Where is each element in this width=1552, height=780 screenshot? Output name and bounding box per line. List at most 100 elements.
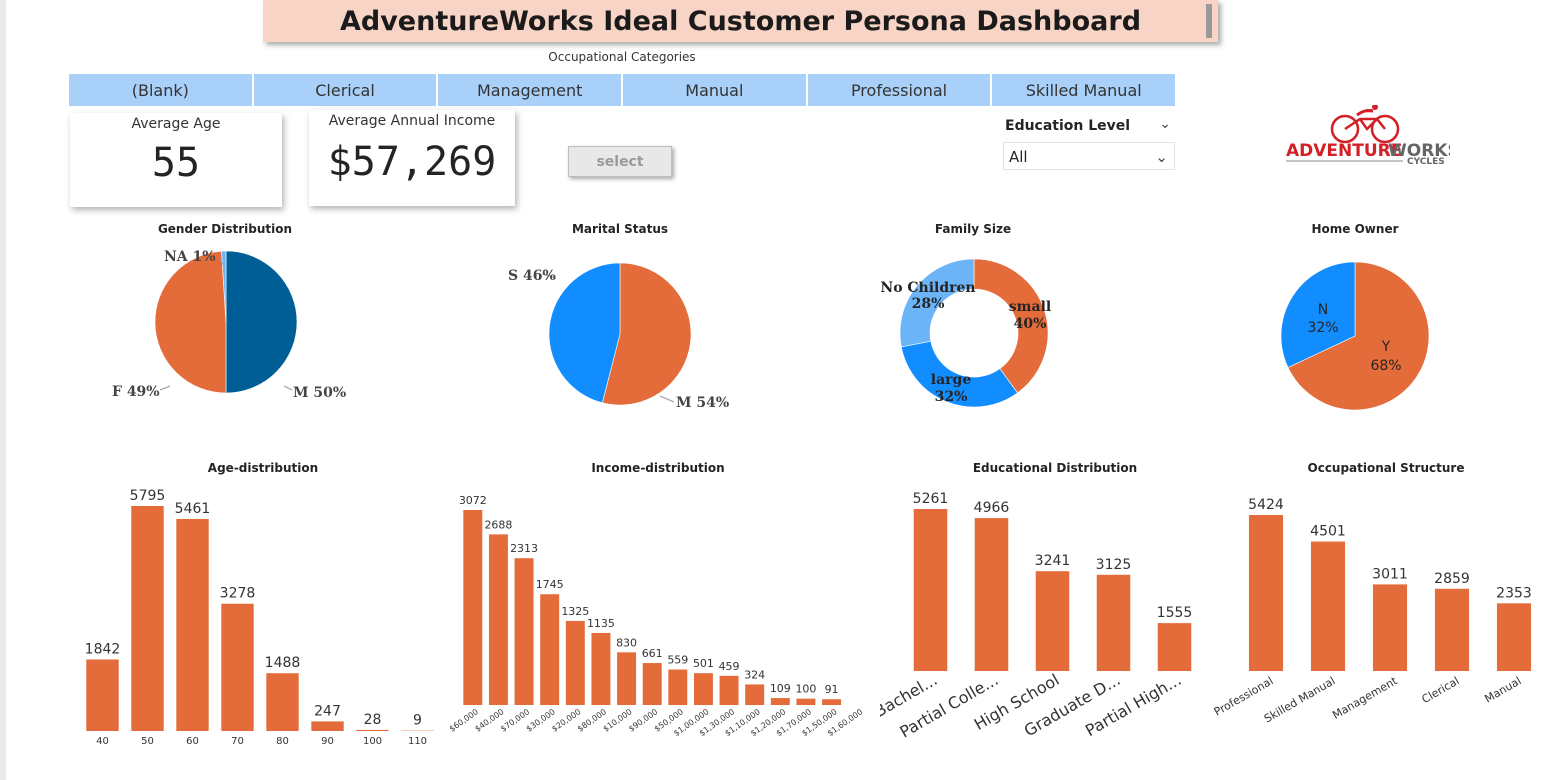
income-bar--1-30-000[interactable] [719,675,739,705]
age-tick-label: 110 [408,736,427,747]
gender-slice-m[interactable] [225,250,298,394]
slicer-tile-management[interactable]: Management [438,74,624,106]
age-tick-label: 50 [141,736,154,747]
income-bar--20-000[interactable] [565,620,585,705]
income-bar--30-000[interactable] [540,594,560,705]
dashboard-title-bar: AdventureWorks Ideal Customer Persona Da… [263,0,1218,42]
left-strip [0,0,6,780]
age-bar-90[interactable] [311,721,344,731]
gender-label-f: F 49% [112,384,160,400]
income-value-label: 3072 [459,494,487,507]
occupation-bar-clerical[interactable] [1434,588,1470,671]
family-slice-no-children[interactable] [899,258,975,348]
occupation-slicer: (Blank) Clerical Management Manual Profe… [69,74,1176,106]
occupation-chart-title: Occupational Structure [1307,461,1465,475]
education-chart-title: Educational Distribution [972,461,1138,475]
income-value-label: 830 [616,636,637,649]
gender-slice-f[interactable] [154,250,227,394]
slicer-tile-blank[interactable]: (Blank) [69,74,254,106]
age-bar-50[interactable] [131,506,164,731]
average-income-label: Average Annual Income [328,113,496,129]
gender-slice-na[interactable] [221,250,227,323]
homeowner-chart-title: Home Owner [1311,222,1399,236]
homeowner-pct-n: 32% [1307,320,1338,336]
income-value-label: 661 [642,647,663,660]
income-bar--1-00-000[interactable] [693,673,713,705]
chevron-down-icon[interactable]: ⌄ [1159,116,1171,132]
age-bar-70[interactable] [221,603,254,731]
age-bar-60[interactable] [176,518,209,731]
family-slice-small[interactable] [973,258,1049,394]
marital-label-s: S 46% [508,268,556,284]
income-bar--1-10-000[interactable] [745,684,765,705]
income-bar--70-000[interactable] [514,558,534,705]
education-bar-bachel-[interactable] [913,509,948,671]
homeowner-slice-y[interactable] [1287,261,1430,411]
income-bar--60-000[interactable] [463,510,483,705]
income-bar--80-000[interactable] [591,632,611,705]
marital-slice-m[interactable] [601,262,692,406]
income-bar--1-50-000[interactable] [822,699,842,705]
family-chart-title: Family Size [934,222,1012,236]
average-income-card: Average Annual Income $57,269 [309,110,515,206]
occupation-bar-manual[interactable] [1496,603,1532,671]
age-value-label: 28 [364,712,382,728]
income-bar--1-70-000[interactable] [796,698,816,705]
occupation-value-label: 2859 [1434,571,1470,587]
income-bar--50-000[interactable] [668,669,688,705]
chevron-down-icon: ⌄ [1155,148,1168,166]
age-value-label: 5795 [130,488,166,504]
income-value-label: 459 [719,660,740,673]
age-value-label: 5461 [175,501,211,517]
education-bar-high-school[interactable] [1035,571,1070,671]
age-chart-title: Age-distribution [207,461,319,475]
slicer-tile-professional[interactable]: Professional [807,74,993,106]
occupation-bar-skilled-manual[interactable] [1310,541,1346,671]
income-value-label: 100 [795,683,816,696]
age-bar-40[interactable] [86,659,119,731]
occupation-value-label: 2353 [1496,585,1532,601]
gender-label-na: NA 1% [164,249,216,265]
age-value-label: 1488 [265,655,301,671]
occupation-value-label: 5424 [1248,497,1284,513]
occupation-bar-management[interactable] [1372,584,1408,671]
education-value-label: 5261 [913,491,949,507]
homeowner-pct-y: 68% [1370,358,1401,374]
average-age-card: Average Age 55 [70,113,282,207]
slicer-tile-skilled-manual[interactable]: Skilled Manual [992,74,1176,106]
select-button[interactable]: select [568,146,672,177]
age-tick-label: 40 [96,736,109,747]
family-label-small-name: small [1009,299,1051,315]
marital-slice-s[interactable] [548,262,621,404]
title-grip [1206,4,1212,38]
occupation-value-label: 3011 [1372,566,1408,582]
education-level-dropdown[interactable]: All ⌄ [1003,142,1175,170]
age-bar-100[interactable] [356,729,389,731]
slicer-tile-manual[interactable]: Manual [623,74,808,106]
age-bar-80[interactable] [266,673,299,731]
education-level-header: Education Level ⌄ [1005,116,1175,138]
marital-label-m: M 54% [676,395,729,411]
slicer-tile-clerical[interactable]: Clerical [253,74,439,106]
education-bar-partial-colle-[interactable] [974,518,1009,671]
homeowner-slice-n[interactable] [1280,261,1356,368]
income-bar--10-000[interactable] [617,652,637,705]
income-bar--90-000[interactable] [642,663,662,705]
occupation-bar-professional[interactable] [1248,515,1284,671]
income-bar--40-000[interactable] [488,534,508,705]
education-bar-graduate-d-[interactable] [1096,574,1131,671]
income-value-label: 2688 [484,518,512,531]
family-label-large-name: large [931,372,972,388]
income-value-label: 501 [693,657,714,670]
age-tick-label: 100 [363,736,382,747]
education-level-value: All [1009,148,1028,166]
education-bar-partial-high-[interactable] [1157,623,1192,671]
logo-sub: CYCLES [1407,157,1445,167]
family-label-large-pct: 32% [935,389,968,405]
income-value-label: 324 [744,668,765,681]
average-income-value: $57,269 [327,139,497,185]
family-label-small-pct: 40% [1014,316,1047,332]
income-chart-title: Income-distribution [591,461,725,475]
income-bar--1-20-000[interactable] [770,698,790,705]
age-tick-label: 90 [321,736,334,747]
